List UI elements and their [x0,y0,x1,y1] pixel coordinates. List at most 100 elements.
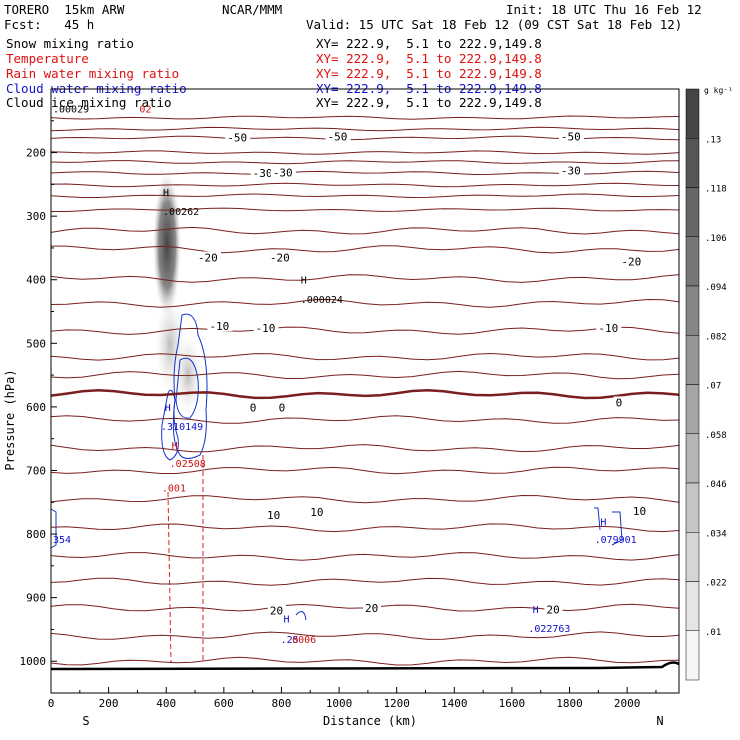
isotherm-label: 20 [270,604,283,617]
colorbar-label: .01 [705,628,721,638]
colorbar-swatch [685,433,700,484]
x-tick-label: 200 [99,697,119,710]
init-time: Init: 18 UTC Thu 16 Feb 12 [506,2,702,17]
isotherm-label: 10 [633,505,646,518]
isotherm-label-bg [619,255,645,267]
x-tick-label: 400 [156,697,176,710]
colorbar-swatch [685,630,700,681]
org-label: NCAR/MMM [222,2,283,17]
colorbar-label: .106 [705,234,727,244]
y-tick-label: 200 [26,147,46,160]
annotation-label: .02508 [170,459,206,470]
isotherm-line [51,207,680,212]
isotherm-group [50,115,680,666]
isotherm-label: -50 [328,131,348,144]
y-tick-label: 800 [26,528,46,541]
isotherm-line [50,577,680,586]
annotation-label: .079901 [595,535,637,546]
annotation-label: H [533,605,539,616]
colorbar-units: g kg⁻¹ [704,86,733,95]
annotation-label: .00029 [53,105,89,116]
colorbar-label: .13 [705,135,721,145]
legend-cloud-ice-xs: XY= 222.9, 5.1 to 222.9,149.8 [316,95,542,110]
legend-snow-name: Snow mixing ratio [6,36,134,51]
isotherm-label-bg [308,505,327,517]
isotherm-label-bg [325,130,351,142]
y-tick-label: 700 [26,464,46,477]
annotation-label: 02 [139,105,151,116]
isotherm-label: -30 [273,166,293,179]
annotation-label: H [301,276,307,287]
isotherm-label: 10 [267,509,280,522]
isotherm-label-bg [276,401,288,413]
isotherm-label: -20 [270,251,290,264]
cloud-water-contour-6 [295,610,307,621]
isotherm-label: 0 [616,396,623,409]
annotation-label: .001 [162,484,186,495]
isotherm-line [50,523,680,533]
isotherm-line [50,115,680,120]
annotation-label: H [600,517,606,528]
isotherm-line [50,182,680,188]
isotherm-label: -20 [621,255,641,268]
isotherm-line [50,352,680,361]
isotherm-line [50,656,680,666]
isotherm-label-bg [247,401,259,413]
forecast-hour: Fcst: 45 h [4,17,95,32]
legend-snow-xs: XY= 222.9, 5.1 to 222.9,149.8 [316,36,542,51]
isotherm-line [50,494,680,504]
x-axis: 0 200 400 600 800 1000 1200 1400 1600 1800 2000 [48,687,657,710]
model-title: TORERO 15km ARW [4,2,125,17]
cloud-water-contour-2 [175,357,199,419]
legend-cloud-ice-name: Cloud ice mixing ratio [6,95,172,110]
legend-rain-name: Rain water mixing ratio [6,66,180,81]
y-axis-label: Pressure (hPa) [3,369,17,470]
annotation-label: .022763 [528,624,570,635]
colorbar-label: .094 [705,283,727,293]
isotherm-label-bg [267,604,286,616]
annotation-label: H [172,441,178,452]
isotherm-label-bg [253,322,279,334]
isotherm-line [50,226,680,235]
annotation-label: H [283,615,289,626]
isotherm-label: -50 [227,131,247,144]
colorbar-swatch [685,285,700,336]
isotherm-line [50,415,680,424]
y-tick-label: 400 [26,274,46,287]
isotherm-line [50,370,680,380]
colorbar-label: .034 [705,529,727,539]
isotherm-line [50,150,680,155]
rain-water-contour-1 [167,491,172,664]
x-tick-label: 1400 [441,697,468,710]
annotation-label: H [163,188,169,199]
isotherm-label-bg [613,396,625,408]
colorbar-swatch [685,335,700,385]
isotherm-line [50,274,680,283]
isotherm-line [50,160,680,165]
isotherm-line [50,326,680,335]
isotherm-label-bg [267,251,293,263]
colorbar-label: .022 [705,579,727,589]
colorbar-label: .082 [705,332,727,342]
x-tick-label: 1000 [326,697,353,710]
isotherm-label-bg [558,130,584,142]
isotherm-line [51,245,680,254]
isotherm-line [50,298,680,308]
annotation-label: 0006 [292,635,316,646]
isotherm-label: -10 [209,320,229,333]
isotherm-label: -10 [598,322,618,335]
isotherm-label-bg [363,601,381,613]
colorbar-swatch [685,187,700,237]
annotation-label: .00262 [163,207,199,218]
isotherm-label: 0 [279,402,286,415]
annotation-group: H .00262 H .000024 H .310149 H .02508 .001 354 H .0… [53,105,637,646]
isotherm-label: -30 [561,164,581,177]
y-tick-label: 1000 [20,655,47,668]
colorbar-swatch [685,532,700,582]
annotation-label: H [165,403,171,414]
isotherm-line [50,135,680,141]
colorbar-label: .118 [705,185,727,195]
isotherm-label: -20 [198,251,218,264]
cloud-water-contour-4 [594,507,601,531]
